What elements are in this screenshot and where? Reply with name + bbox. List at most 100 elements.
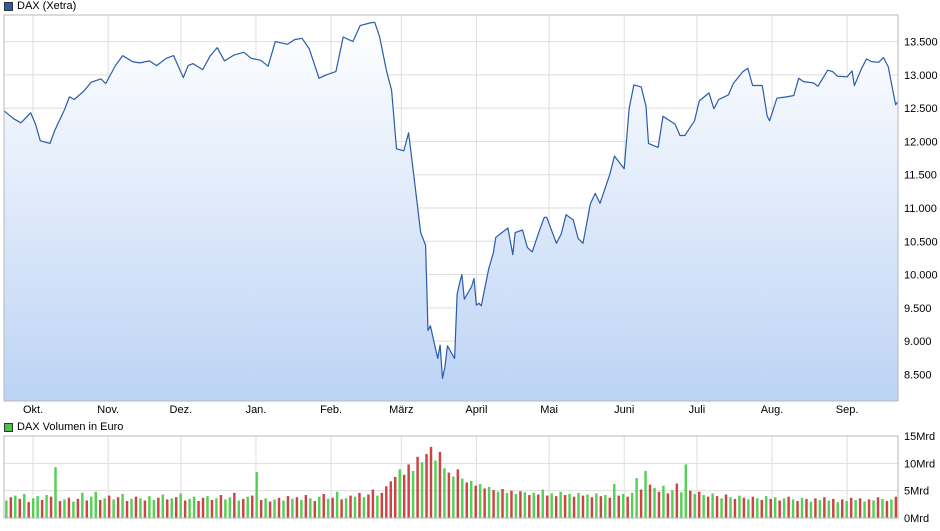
volume-bar xyxy=(675,483,679,518)
volume-bar xyxy=(505,492,509,518)
volume-legend-swatch xyxy=(4,423,13,432)
price-y-tick-label: 11.000 xyxy=(904,203,937,215)
volume-bar xyxy=(827,500,831,518)
volume-bar xyxy=(246,496,249,518)
month-tick-label: März xyxy=(389,404,413,416)
volume-bar xyxy=(268,501,272,518)
volume-bar xyxy=(425,454,428,518)
price-area-fill xyxy=(4,22,898,402)
volume-bar xyxy=(206,496,209,518)
volume-bar xyxy=(876,497,880,518)
volume-bar xyxy=(98,499,102,518)
volume-bar xyxy=(617,495,620,518)
volume-bar xyxy=(90,496,93,518)
volume-bar xyxy=(376,495,379,518)
volume-bar xyxy=(63,499,66,518)
volume-bar xyxy=(818,499,822,518)
volume-bar xyxy=(76,498,80,518)
price-y-axis: 8.500 9.000 9.500 10.000 10.500 11.000 11.500 1… xyxy=(904,37,938,382)
volume-bar xyxy=(608,497,612,518)
volume-bar xyxy=(58,501,62,518)
volume-bar xyxy=(595,493,598,518)
volume-bar xyxy=(693,493,696,518)
month-tick-label: Aug. xyxy=(761,404,784,416)
month-tick-label: Mai xyxy=(540,404,558,416)
volume-bar xyxy=(733,498,737,518)
volume-bar xyxy=(385,486,388,518)
volume-bar xyxy=(416,456,419,518)
volume-bar xyxy=(67,497,71,518)
volume-bar xyxy=(514,493,518,518)
volume-bar xyxy=(210,499,214,518)
volume-bar xyxy=(215,498,218,518)
volume-bar xyxy=(778,500,781,518)
volume-bar xyxy=(411,470,415,518)
price-line xyxy=(3,21,899,379)
price-y-tick-label: 12.000 xyxy=(904,136,938,148)
volume-bar xyxy=(5,500,8,518)
price-legend: DAX (Xetra) xyxy=(4,0,76,13)
volume-bar xyxy=(626,496,629,518)
volume-bar xyxy=(291,498,294,518)
price-y-tick-label: 13.000 xyxy=(904,70,938,82)
volume-bar xyxy=(689,490,692,518)
volume-bar xyxy=(152,499,156,518)
volume-bar xyxy=(639,489,643,518)
price-y-tick-label: 8.500 xyxy=(904,369,932,381)
volume-bar xyxy=(322,493,325,518)
volume-bar xyxy=(438,451,442,518)
volume-bar xyxy=(621,493,625,518)
volume-bar xyxy=(54,467,57,518)
month-tick-label: Dez. xyxy=(170,404,193,416)
volume-bar xyxy=(331,497,334,518)
volume-bar xyxy=(304,495,308,518)
volume-bar xyxy=(197,501,200,518)
volume-bar xyxy=(836,502,839,518)
volume-bar xyxy=(224,499,227,518)
volume-bar xyxy=(335,491,339,518)
volume-bar xyxy=(756,498,759,518)
volume-bar xyxy=(277,497,281,518)
price-y-tick-label: 9.000 xyxy=(904,336,932,348)
volume-bar xyxy=(398,469,401,518)
volume-bar xyxy=(170,498,173,518)
volume-bar xyxy=(644,470,647,518)
volume-bar xyxy=(242,498,245,518)
volume-bar xyxy=(282,500,285,518)
volume-bar xyxy=(49,496,53,518)
volume-bar xyxy=(447,472,451,518)
volume-bar xyxy=(496,491,500,518)
volume-y-tick-label: 15Mrd xyxy=(904,431,935,443)
volume-bar xyxy=(259,499,263,518)
volume-y-tick-label: 5Mrd xyxy=(904,486,929,498)
volume-bar xyxy=(14,495,17,518)
volume-bar xyxy=(630,492,634,518)
volume-bars xyxy=(5,446,898,518)
volume-bar xyxy=(250,495,254,518)
volume-bar xyxy=(40,499,44,518)
volume-bar xyxy=(27,502,30,518)
volume-bar xyxy=(179,493,182,518)
volume-bar xyxy=(45,495,48,518)
volume-bar xyxy=(706,496,710,518)
volume-bar xyxy=(729,497,732,518)
month-tick-label: Jan. xyxy=(246,404,267,416)
volume-bar xyxy=(590,497,594,518)
price-y-tick-label: 13.500 xyxy=(904,37,938,49)
volume-bar xyxy=(872,500,875,518)
volume-bar xyxy=(161,494,165,518)
volume-bar xyxy=(751,496,755,518)
volume-bar xyxy=(773,497,777,518)
price-y-tick-label: 11.500 xyxy=(904,170,937,182)
volume-bar xyxy=(724,494,728,518)
volume-bar xyxy=(233,492,236,518)
volume-bar xyxy=(738,495,741,518)
volume-bar xyxy=(863,501,866,518)
volume-bar xyxy=(523,492,527,518)
volume-bar xyxy=(313,501,317,518)
volume-bar xyxy=(809,501,813,518)
volume-bar xyxy=(586,494,589,518)
volume-bar xyxy=(429,446,433,518)
volume-bar xyxy=(697,491,701,518)
